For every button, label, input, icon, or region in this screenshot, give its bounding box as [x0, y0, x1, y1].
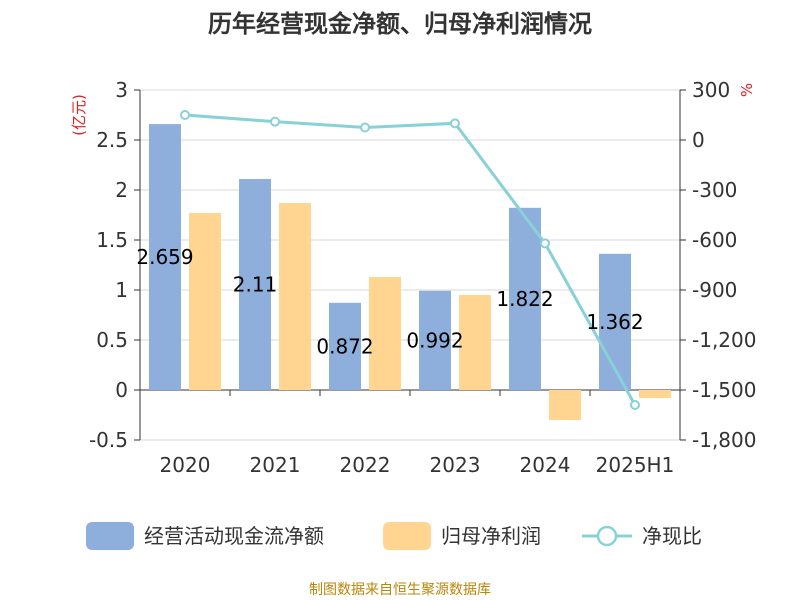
ratio-point — [270, 116, 280, 127]
right-tick-label: -1,800 — [692, 428, 756, 452]
profit-bar — [189, 213, 221, 390]
cashflow-bar — [329, 302, 361, 390]
ratio-point — [450, 118, 460, 129]
data-labels: 2.659 2.11 0.872 0.992 1.822 1.362 — [136, 245, 643, 358]
category-label: 2021 — [250, 453, 301, 477]
bars — [149, 124, 671, 420]
ratio-point — [180, 110, 190, 120]
cashflow-value-label: 2.11 — [233, 273, 278, 297]
profit-bar — [549, 390, 581, 420]
right-tick-label: -1,200 — [692, 328, 756, 352]
left-tick-label: 2 — [115, 178, 128, 202]
left-tick-label: 0 — [115, 378, 128, 402]
cashflow-bar — [149, 124, 181, 390]
profit-bar — [369, 277, 401, 390]
profit-bar — [459, 295, 491, 390]
right-tick-label: -300 — [692, 178, 737, 202]
left-unit-label: (亿元) — [70, 94, 88, 136]
left-tick-label: 2.5 — [96, 128, 128, 152]
legend-label-ratio: 净现比 — [642, 524, 702, 548]
category-label: 2022 — [340, 453, 391, 477]
right-unit-label: % — [738, 83, 756, 97]
cashflow-bar — [239, 179, 271, 390]
profit-bar — [639, 390, 671, 398]
right-tick-label: 300 — [692, 78, 730, 102]
cashflow-value-label: 0.872 — [316, 334, 373, 358]
left-tick-label: 1.5 — [96, 228, 128, 252]
right-tick-label: -1,500 — [692, 378, 756, 402]
ratio-line — [180, 110, 640, 410]
category-label: 2020 — [160, 453, 211, 477]
legend-label-cashflow: 经营活动现金流净额 — [144, 524, 324, 548]
cashflow-bar — [419, 290, 451, 390]
category-label: 2023 — [430, 453, 481, 477]
legend-swatch-profit — [383, 522, 431, 550]
cashflow-bar — [509, 207, 541, 390]
ratio-point — [540, 238, 550, 249]
cashflow-value-label: 0.992 — [406, 328, 463, 352]
axes: -0.5 0 0.5 1 1.5 2 2.5 3 -1,800 -1,500 -1,200 -900 -… — [70, 78, 756, 477]
ratio-point — [630, 400, 640, 410]
chart-title: 历年经营现金净额、归母净利润情况 — [208, 10, 592, 38]
legend-marker-ratio — [596, 525, 618, 547]
legend[interactable]: 经营活动现金流净额 归母净利润 净现比 — [86, 522, 702, 550]
cashflow-value-label: 1.362 — [586, 310, 643, 334]
source-note: 制图数据来自恒生聚源数据库 — [309, 582, 491, 598]
left-tick-label: 1 — [115, 278, 128, 302]
cashflow-value-label: 2.659 — [136, 245, 193, 269]
cashflow-value-label: 1.822 — [496, 287, 553, 311]
legend-swatch-cashflow — [86, 522, 134, 550]
ratio-line-path — [184, 113, 637, 406]
ratio-point — [360, 122, 370, 133]
legend-label-profit: 归母净利润 — [441, 524, 541, 548]
right-tick-label: 0 — [692, 128, 705, 152]
profit-bar — [279, 203, 311, 390]
left-tick-label: 0.5 — [96, 328, 128, 352]
category-label: 2025H1 — [596, 453, 675, 477]
right-tick-label: -600 — [692, 228, 737, 252]
category-label: 2024 — [520, 453, 571, 477]
right-tick-label: -900 — [692, 278, 737, 302]
left-tick-label: -0.5 — [89, 428, 128, 452]
left-tick-label: 3 — [115, 78, 128, 102]
